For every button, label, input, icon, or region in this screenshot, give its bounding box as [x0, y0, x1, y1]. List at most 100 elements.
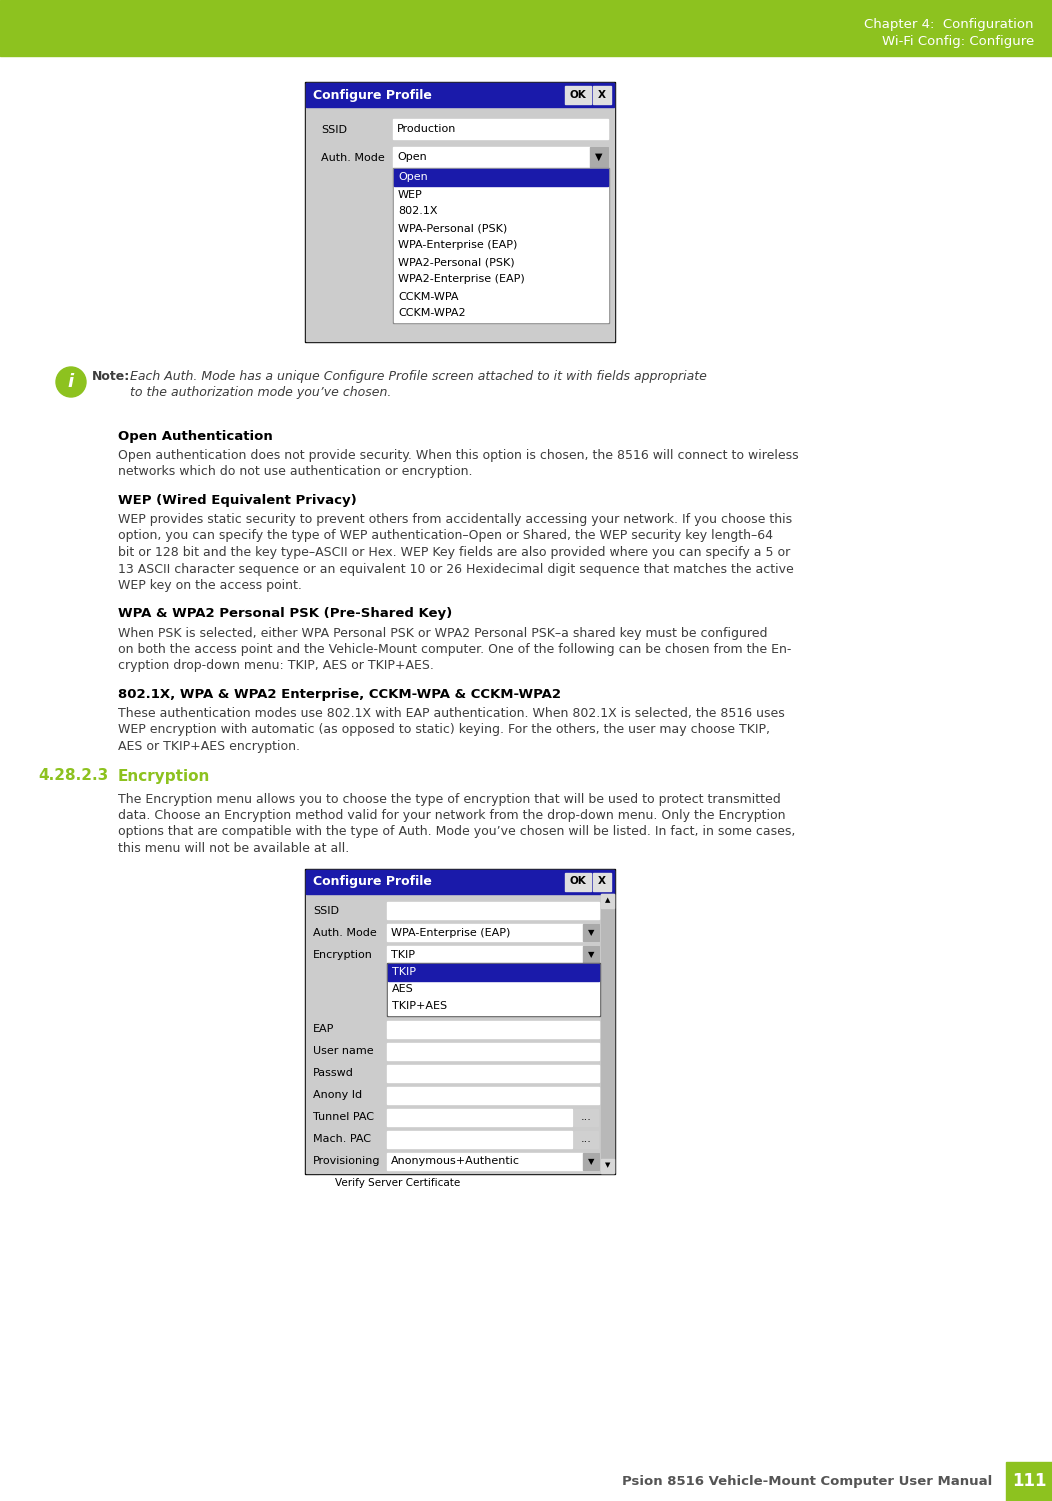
Bar	[388, 964, 599, 1015]
Text: TKIP: TKIP	[391, 950, 414, 959]
Bar	[565, 872, 591, 890]
Bar	[387, 1153, 599, 1169]
Text: OK: OK	[569, 90, 586, 101]
Bar	[319, 1175, 331, 1187]
Text: Tunnel PAC: Tunnel PAC	[313, 1112, 375, 1123]
Text: WPA & WPA2 Personal PSK (Pre-Shared Key): WPA & WPA2 Personal PSK (Pre-Shared Key)	[118, 608, 452, 620]
Text: ▲: ▲	[605, 898, 610, 904]
Text: X: X	[598, 90, 606, 101]
Text: WPA-Enterprise (EAP): WPA-Enterprise (EAP)	[398, 240, 518, 251]
Text: networks which do not use authentication or encryption.: networks which do not use authentication…	[118, 465, 472, 479]
Text: WPA-Enterprise (EAP): WPA-Enterprise (EAP)	[391, 928, 510, 938]
Text: OK: OK	[569, 877, 586, 887]
Text: Chapter 4:  Configuration: Chapter 4: Configuration	[865, 18, 1034, 32]
Text: Encryption: Encryption	[118, 769, 210, 784]
Bar	[387, 1064, 599, 1082]
Text: options that are compatible with the type of Auth. Mode you’ve chosen will be li: options that are compatible with the typ…	[118, 826, 795, 839]
Text: ▼: ▼	[595, 152, 603, 162]
Bar	[601, 893, 614, 1172]
Text: ▼: ▼	[588, 1157, 594, 1166]
Bar	[387, 946, 599, 962]
Text: this menu will not be available at all.: this menu will not be available at all.	[118, 842, 349, 856]
Text: option, you can specify the type of WEP authentication–Open or Shared, the WEP s: option, you can specify the type of WEP …	[118, 530, 773, 542]
Text: ...: ...	[581, 1135, 591, 1144]
Text: User name: User name	[313, 1046, 373, 1057]
Bar	[1006, 1462, 1052, 1501]
Bar	[593, 872, 611, 890]
Text: Open: Open	[397, 152, 427, 162]
Bar	[565, 86, 591, 104]
Text: 4.28.2.3: 4.28.2.3	[38, 769, 108, 784]
Text: ...: ...	[581, 1112, 591, 1123]
Text: Configure Profile: Configure Profile	[313, 89, 432, 102]
Text: Encryption: Encryption	[313, 950, 372, 959]
Bar	[394, 170, 608, 323]
Text: Open: Open	[398, 173, 428, 183]
Text: Open authentication does not provide security. When this option is chosen, the 8: Open authentication does not provide sec…	[118, 449, 798, 462]
Bar	[574, 1109, 598, 1126]
Text: cryption drop-down menu: TKIP, AES or TKIP+AES.: cryption drop-down menu: TKIP, AES or TK…	[118, 659, 433, 672]
Text: to the authorization mode you’ve chosen.: to the authorization mode you’ve chosen.	[130, 386, 391, 399]
Bar	[387, 1130, 572, 1147]
Bar	[387, 1087, 599, 1103]
Bar	[590, 147, 608, 167]
Text: Production: Production	[397, 125, 457, 134]
Bar	[601, 1159, 614, 1172]
Text: ▼: ▼	[588, 928, 594, 937]
Text: WEP key on the access point.: WEP key on the access point.	[118, 579, 302, 591]
Text: ▼: ▼	[588, 950, 594, 959]
Bar	[306, 83, 614, 107]
Bar	[393, 119, 608, 140]
Text: SSID: SSID	[313, 905, 339, 916]
Text: CCKM-WPA: CCKM-WPA	[398, 291, 459, 302]
Text: WEP: WEP	[398, 189, 423, 200]
Bar	[583, 923, 599, 941]
Text: The Encryption menu allows you to choose the type of encryption that will be use: The Encryption menu allows you to choose…	[118, 793, 781, 806]
Text: WPA2-Enterprise (EAP): WPA2-Enterprise (EAP)	[398, 275, 525, 285]
Bar	[0, 0, 1052, 56]
Text: WPA2-Personal (PSK): WPA2-Personal (PSK)	[398, 258, 514, 267]
Text: WEP encryption with automatic (as opposed to static) keying. For the others, the: WEP encryption with automatic (as oppose…	[118, 723, 770, 737]
Text: WPA-Personal (PSK): WPA-Personal (PSK)	[398, 224, 507, 234]
Bar	[387, 962, 600, 1016]
Text: bit or 128 bit and the key type–ASCII or Hex. WEP Key fields are also provided w: bit or 128 bit and the key type–ASCII or…	[118, 546, 790, 558]
Text: X: X	[598, 877, 606, 887]
Bar	[393, 168, 609, 323]
Text: i: i	[68, 374, 74, 390]
Text: 111: 111	[1012, 1472, 1047, 1490]
Bar	[394, 170, 608, 186]
Bar	[387, 1043, 599, 1060]
Text: Anony Id: Anony Id	[313, 1091, 362, 1100]
Text: Note:: Note:	[92, 371, 130, 383]
Text: Each Auth. Mode has a unique Configure Profile screen attached to it with fields: Each Auth. Mode has a unique Configure P…	[130, 371, 707, 383]
Text: Configure Profile: Configure Profile	[313, 875, 432, 889]
Text: CCKM-WPA2: CCKM-WPA2	[398, 309, 466, 318]
Text: Anonymous+Authentic: Anonymous+Authentic	[391, 1156, 520, 1166]
Text: When PSK is selected, either WPA Personal PSK or WPA2 Personal PSK–a shared key : When PSK is selected, either WPA Persona…	[118, 626, 768, 639]
Bar	[387, 923, 599, 941]
Text: Auth. Mode: Auth. Mode	[313, 928, 377, 938]
Text: TKIP+AES: TKIP+AES	[392, 1001, 447, 1012]
Bar	[601, 893, 614, 908]
Text: ▼: ▼	[605, 1162, 610, 1168]
Bar	[593, 86, 611, 104]
Bar	[306, 869, 614, 1172]
Bar	[388, 964, 599, 980]
Text: AES: AES	[392, 985, 413, 994]
Text: 802.1X, WPA & WPA2 Enterprise, CCKM-WPA & CCKM-WPA2: 802.1X, WPA & WPA2 Enterprise, CCKM-WPA …	[118, 687, 561, 701]
Text: Psion 8516 Vehicle-Mount Computer User Manual: Psion 8516 Vehicle-Mount Computer User M…	[622, 1475, 992, 1487]
Bar	[583, 1153, 599, 1169]
Text: Open Authentication: Open Authentication	[118, 429, 272, 443]
Bar	[306, 869, 614, 893]
Text: AES or TKIP+AES encryption.: AES or TKIP+AES encryption.	[118, 740, 300, 754]
Bar	[583, 946, 599, 962]
Text: These authentication modes use 802.1X with EAP authentication. When 802.1X is se: These authentication modes use 802.1X wi…	[118, 707, 785, 720]
Bar	[393, 147, 608, 167]
Text: on both the access point and the Vehicle-Mount computer. One of the following ca: on both the access point and the Vehicle…	[118, 642, 791, 656]
Text: Auth. Mode: Auth. Mode	[321, 153, 385, 164]
Text: WEP (Wired Equivalent Privacy): WEP (Wired Equivalent Privacy)	[118, 494, 357, 507]
Bar	[306, 83, 614, 341]
Text: Wi-Fi Config: Configure: Wi-Fi Config: Configure	[882, 35, 1034, 48]
Text: Verify Server Certificate: Verify Server Certificate	[335, 1178, 461, 1189]
Text: 802.1X: 802.1X	[398, 207, 438, 216]
